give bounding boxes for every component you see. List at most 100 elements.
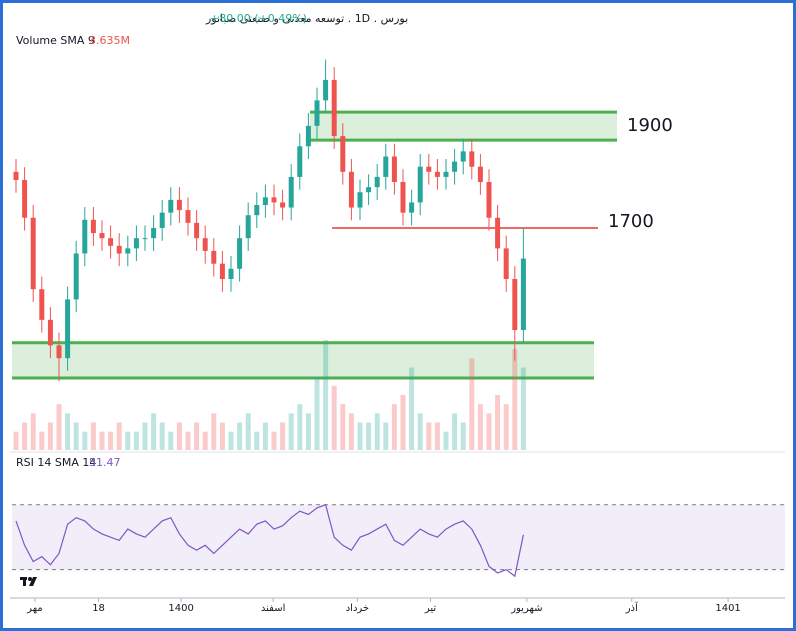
candle-body	[237, 238, 243, 269]
volume-bar	[151, 413, 157, 450]
candle-body	[219, 263, 225, 280]
volume-label: Volume SMA 9	[16, 34, 95, 47]
candle-body	[443, 171, 449, 177]
candle-body	[73, 253, 79, 300]
volume-bar	[305, 413, 311, 450]
volume-bar	[65, 413, 71, 450]
candle-body	[39, 289, 45, 320]
volume-bar	[452, 413, 458, 450]
candle-body	[426, 166, 432, 172]
volume-bar	[512, 349, 518, 450]
candle-body	[13, 171, 19, 180]
candle-body	[314, 100, 320, 126]
volume-bar	[228, 431, 234, 450]
volume-bar	[271, 431, 277, 450]
volume-bar	[409, 367, 415, 450]
candle-body	[520, 258, 526, 331]
volume-bar	[297, 404, 303, 450]
rsi-band	[12, 504, 785, 570]
volume-bar	[262, 422, 268, 450]
candle-body	[133, 238, 139, 249]
candle-body	[305, 125, 311, 147]
candle-body	[512, 279, 518, 331]
candle-body	[47, 319, 53, 346]
candle-body	[391, 156, 397, 183]
candle-body	[374, 176, 380, 188]
candle-body	[477, 166, 483, 183]
level-label: 1700	[608, 211, 654, 232]
logo	[20, 577, 37, 586]
candle-body	[228, 268, 234, 280]
candle-body	[176, 199, 182, 211]
volume-bar	[116, 422, 122, 450]
volume-bar	[340, 404, 346, 450]
volume-bar	[211, 413, 217, 450]
candle-body	[185, 210, 191, 223]
volume-bar	[417, 413, 423, 450]
volume-bar	[237, 422, 243, 450]
candle-body	[452, 161, 458, 172]
volume-bar	[383, 422, 389, 450]
candle-body	[271, 197, 277, 203]
volume-bar	[56, 404, 62, 450]
candle-body	[82, 219, 88, 254]
volume-bar	[108, 431, 114, 450]
candle-body	[142, 238, 148, 240]
candle-body	[116, 245, 122, 254]
volume-bar	[426, 422, 432, 450]
candle-body	[288, 176, 294, 208]
candle-body	[486, 182, 492, 218]
volume-bar	[331, 385, 337, 450]
candle-body	[254, 204, 260, 216]
volume-bar	[520, 367, 526, 450]
candle-body	[297, 146, 303, 177]
candle-body	[348, 171, 354, 208]
volume-bar	[219, 422, 225, 450]
candle-body	[151, 227, 157, 239]
volume-bar	[323, 340, 329, 450]
volume-bar	[168, 431, 174, 450]
candle-body	[323, 79, 329, 101]
candle-body	[194, 222, 200, 239]
volume-bar	[314, 376, 320, 450]
volume-bar	[357, 422, 363, 450]
candle-body	[90, 219, 96, 234]
x-tick-label: آذر	[625, 601, 639, 614]
volume-bar	[469, 358, 475, 450]
candle-body	[202, 238, 208, 251]
volume-bar	[176, 422, 182, 450]
candle-body	[366, 187, 372, 193]
candle-body	[245, 215, 251, 239]
volume-bar	[133, 431, 139, 450]
volume-bar	[47, 422, 53, 450]
zone	[310, 112, 617, 141]
volume-bar	[400, 395, 406, 450]
volume-sma: 3.635M	[89, 34, 130, 47]
volume-bar	[254, 431, 260, 450]
volume-bar	[99, 431, 105, 450]
candle-body	[99, 233, 105, 239]
volume-bar	[90, 422, 96, 450]
level-label: 1900	[627, 115, 673, 136]
candle-body	[108, 238, 114, 246]
candle-body	[340, 136, 346, 172]
volume-bar	[73, 422, 79, 450]
candle-body	[357, 192, 363, 208]
volume-bar	[443, 431, 449, 450]
candle-body	[460, 151, 466, 162]
volume-bar	[434, 422, 440, 450]
candle-body	[503, 248, 509, 280]
candle-body	[211, 250, 217, 264]
volume-bar	[142, 422, 148, 450]
zone	[12, 342, 594, 379]
volume-bar	[477, 404, 483, 450]
candle-body	[30, 217, 36, 290]
candle-body	[65, 299, 71, 359]
candle-body	[280, 202, 286, 208]
volume-bar	[374, 413, 380, 450]
candle-body	[125, 248, 131, 254]
volume-bar	[288, 413, 294, 450]
rsi-line	[15, 503, 524, 578]
